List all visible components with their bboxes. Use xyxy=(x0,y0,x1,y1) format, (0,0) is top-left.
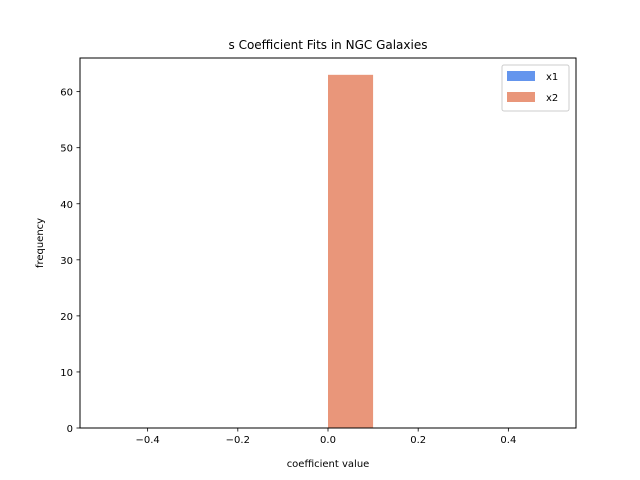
legend-swatch-x1 xyxy=(507,71,535,81)
bars-group xyxy=(328,74,374,429)
x-axis-label: coefficient value xyxy=(287,459,370,470)
y-axis-label: frequency xyxy=(35,218,46,268)
x-axis-ticks: −0.4 −0.2 0.0 0.2 0.4 xyxy=(135,428,516,446)
x-tick-label: −0.2 xyxy=(226,435,250,446)
y-tick-label: 60 xyxy=(60,88,73,99)
legend-swatch-x2 xyxy=(507,92,535,102)
y-tick-label: 20 xyxy=(60,312,73,323)
y-tick-label: 40 xyxy=(60,200,73,211)
x-tick-label: 0.0 xyxy=(320,435,336,446)
legend-label-x1: x1 xyxy=(546,72,558,83)
y-tick-label: 0 xyxy=(67,424,73,435)
chart-title: s Coefficient Fits in NGC Galaxies xyxy=(229,38,428,52)
legend: x1 x2 xyxy=(501,64,570,112)
y-axis-ticks: 0 10 20 30 40 50 60 xyxy=(60,88,80,435)
x-tick-label: 0.2 xyxy=(410,435,426,446)
x-tick-label: 0.4 xyxy=(500,435,516,446)
y-tick-label: 30 xyxy=(60,256,73,267)
y-tick-label: 10 xyxy=(60,368,73,379)
x-tick-label: −0.4 xyxy=(135,435,159,446)
y-tick-label: 50 xyxy=(60,144,73,155)
legend-label-x2: x2 xyxy=(546,93,558,104)
bar-x2-0 xyxy=(328,74,374,429)
